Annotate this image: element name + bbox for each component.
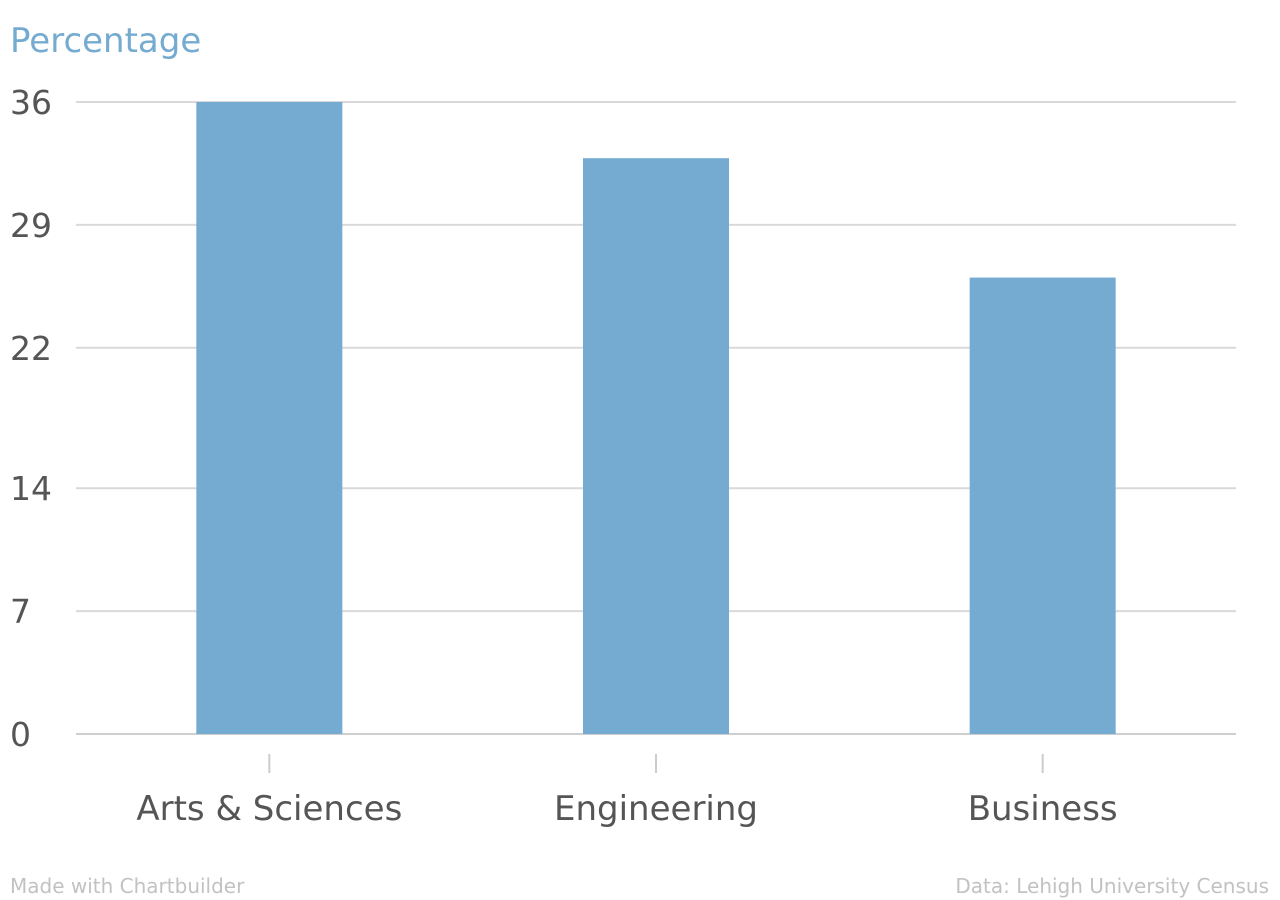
y-tick-label: 7 (10, 592, 31, 631)
chartbuilder-credit: Made with Chartbuilder (10, 874, 245, 898)
data-source: Data: Lehigh University Census (955, 874, 1269, 898)
y-tick-label: 14 (10, 469, 52, 508)
y-tick-label: 0 (10, 715, 31, 754)
y-tick-label: 29 (10, 206, 52, 245)
bar (196, 102, 343, 734)
bar (583, 158, 729, 734)
x-tick-label: Arts & Sciences (136, 789, 402, 829)
y-tick-labels: 0 7 14 22 29 36 (10, 83, 52, 754)
bars (196, 102, 1116, 734)
x-tick-label: Engineering (554, 789, 758, 829)
y-tick-label: 36 (10, 83, 52, 122)
x-tick-label: Business (968, 789, 1118, 829)
x-tick-labels: Arts & Sciences Engineering Business (136, 754, 1118, 829)
bar (969, 277, 1116, 734)
y-axis-label: Percentage (10, 21, 201, 61)
y-tick-label: 22 (10, 329, 52, 368)
